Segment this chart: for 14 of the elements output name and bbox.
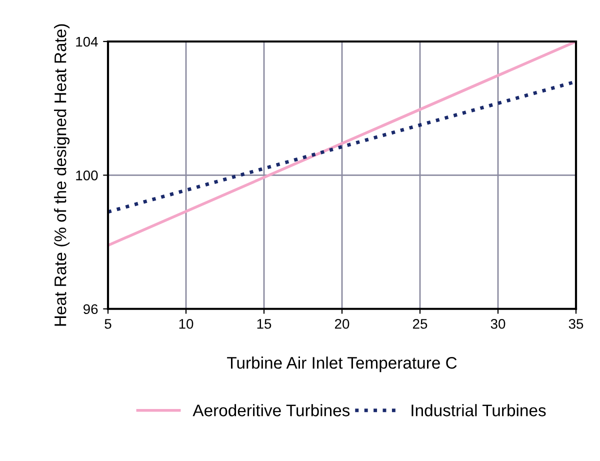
x-tick-label: 35 — [568, 318, 584, 329]
x-axis-title: Turbine Air Inlet Temperature C — [227, 356, 457, 372]
x-tick-label: 10 — [179, 318, 194, 329]
y-tick-label: 100 — [76, 170, 98, 180]
y-tick-label: 96 — [83, 304, 98, 314]
y-axis-title: Heat Rate (% of the designed Heat Rate) — [54, 24, 70, 326]
y-tick-label: 104 — [76, 36, 98, 47]
x-tick-label: 25 — [412, 318, 428, 329]
x-tick-label: 5 — [104, 319, 112, 329]
x-tick-label: 20 — [334, 318, 350, 329]
legend-label: Industrial Turbines — [412, 404, 546, 416]
legend-label: Aeroderitive Turbines — [192, 404, 350, 416]
x-tick-label: 30 — [490, 318, 506, 329]
x-tick-label: 15 — [257, 319, 272, 329]
